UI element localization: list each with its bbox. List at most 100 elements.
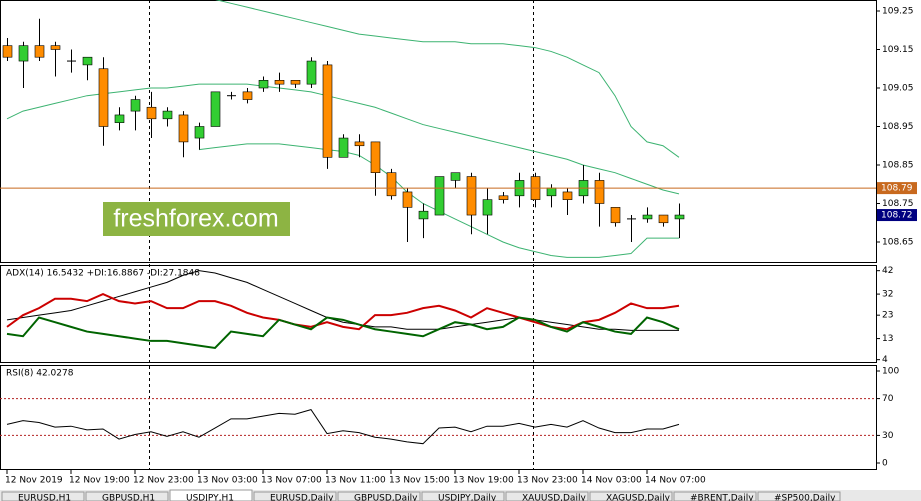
candle-body — [82, 56, 93, 66]
candle-body — [98, 68, 109, 127]
adx-panel — [0, 265, 877, 363]
candle-body — [18, 45, 29, 62]
candle-body — [498, 195, 509, 200]
y-tick-label: 108.65 — [882, 238, 914, 248]
y-tick-label: 108.95 — [882, 122, 914, 132]
watermark-box — [103, 202, 290, 236]
y-tick-label: 42 — [882, 266, 893, 276]
tab[interactable] — [169, 489, 253, 501]
y-tick-label: 108.85 — [882, 161, 914, 171]
rsi-plot — [0, 398, 876, 445]
line — [6, 316, 680, 350]
candle-body — [594, 180, 605, 204]
x-tick-label: 13 Nov 23:00 — [517, 476, 578, 486]
tabs: EURUSD,H1 GBPUSD,H1 USDJPY,H1 EURUSD,Daily G… — [1, 489, 841, 501]
adx-plot — [6, 270, 680, 350]
y-tick-label: 23 — [882, 311, 893, 321]
price-label: 108.79 — [881, 184, 913, 194]
candle-body — [258, 80, 269, 89]
tab[interactable] — [253, 491, 337, 501]
y-tick-label: 70 — [882, 394, 894, 404]
candle-body — [338, 137, 349, 158]
candle-body — [386, 172, 397, 197]
candle-body — [402, 191, 413, 208]
candle-body — [418, 210, 429, 220]
tab-label[interactable]: USDJPY,H1 — [186, 494, 234, 501]
candle-body — [274, 80, 285, 85]
rsi-title: RSI(8) 42.0278 — [6, 369, 74, 379]
y-tick-label: 13 — [882, 334, 893, 344]
tab-label[interactable]: GBPUSD,H1 — [102, 494, 155, 501]
candle-body — [50, 45, 61, 50]
candle-body — [194, 126, 205, 139]
y-tick-label: 109.25 — [882, 7, 914, 17]
candle-body — [370, 141, 381, 173]
y-tick-label: 108.75 — [882, 199, 914, 209]
y-tick-label: 109.15 — [882, 45, 914, 55]
x-tick-label: 13 Nov 07:00 — [261, 476, 322, 486]
tab-label[interactable]: EURUSD,H1 — [18, 494, 71, 501]
x-tick-label: 13 Nov 15:00 — [389, 476, 450, 486]
line — [6, 409, 680, 445]
tab[interactable] — [589, 491, 673, 501]
rsi-panel — [0, 365, 877, 470]
candle-body — [610, 207, 621, 224]
price-label-box — [877, 182, 917, 195]
candle-body — [290, 80, 301, 85]
candle-body — [306, 60, 317, 85]
price-label: 108.72 — [881, 211, 913, 221]
candle-body — [546, 187, 557, 197]
candle-body — [178, 114, 189, 143]
x-tick-label: 13 Nov 11:00 — [325, 476, 386, 486]
candle-body — [450, 172, 461, 181]
tab[interactable] — [421, 491, 505, 501]
candle-body — [130, 99, 141, 112]
tab[interactable] — [337, 491, 421, 501]
x-tick-label: 14 Nov 07:00 — [645, 476, 706, 486]
candle-body — [2, 45, 13, 58]
candle-body — [322, 64, 333, 158]
price-label-box — [877, 209, 917, 222]
y-tick-label: 109.05 — [882, 84, 914, 94]
candle-body — [114, 114, 125, 123]
tab-label[interactable]: EURUSD,Daily — [270, 494, 334, 501]
x-tick-label: 12 Nov 19:00 — [69, 476, 130, 486]
tab-label[interactable]: XAUUSD,Daily — [522, 494, 586, 501]
x-tick-label: 14 Nov 03:00 — [581, 476, 642, 486]
tab[interactable] — [505, 491, 589, 501]
axes: 108.65 108.75 108.85 108.95 109.05 109.15 109.… — [5, 7, 917, 486]
watermark: freshforex.com — [113, 205, 278, 233]
x-tick-label: 12 Nov 2019 — [5, 476, 63, 486]
tab-label[interactable]: #BRENT,Daily — [690, 494, 754, 501]
y-tick-label: 100 — [882, 367, 899, 377]
tab[interactable] — [757, 491, 841, 501]
x-tick-label: 13 Nov 19:00 — [453, 476, 514, 486]
candle-body — [482, 199, 493, 216]
tab-label[interactable]: XAGUSD,Daily — [606, 494, 671, 501]
x-tick-label: 13 Nov 03:00 — [197, 476, 258, 486]
y-tick-label: 30 — [882, 431, 894, 441]
x-tick-label: 12 Nov 23:00 — [133, 476, 194, 486]
tab[interactable] — [85, 491, 169, 501]
y-tick-label: 0 — [882, 459, 888, 469]
line — [6, 293, 680, 331]
tab-label[interactable]: #SP500,Daily — [774, 494, 836, 501]
price-panel — [0, 0, 877, 263]
tab[interactable] — [673, 491, 757, 501]
y-tick-label: 4 — [882, 355, 888, 365]
line — [6, 83, 680, 195]
adx-title: ADX(14) 16.5432 +DI:16.8867 -DI:27.1848 — [6, 269, 200, 279]
candle-body — [434, 176, 445, 216]
candle-body — [562, 191, 573, 200]
tab[interactable] — [1, 491, 85, 501]
candle-body — [34, 45, 45, 58]
line — [215, 0, 680, 158]
price-plot — [0, 0, 876, 258]
candle-body — [466, 176, 477, 216]
candle-body — [162, 110, 173, 120]
y-tick-label: 32 — [882, 290, 893, 300]
tab-label[interactable]: GBPUSD,Daily — [354, 494, 418, 501]
tab-label[interactable]: USDJPY,Daily — [438, 494, 497, 501]
